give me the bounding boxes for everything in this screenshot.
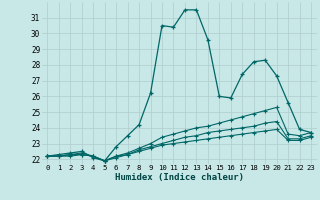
- X-axis label: Humidex (Indice chaleur): Humidex (Indice chaleur): [115, 173, 244, 182]
